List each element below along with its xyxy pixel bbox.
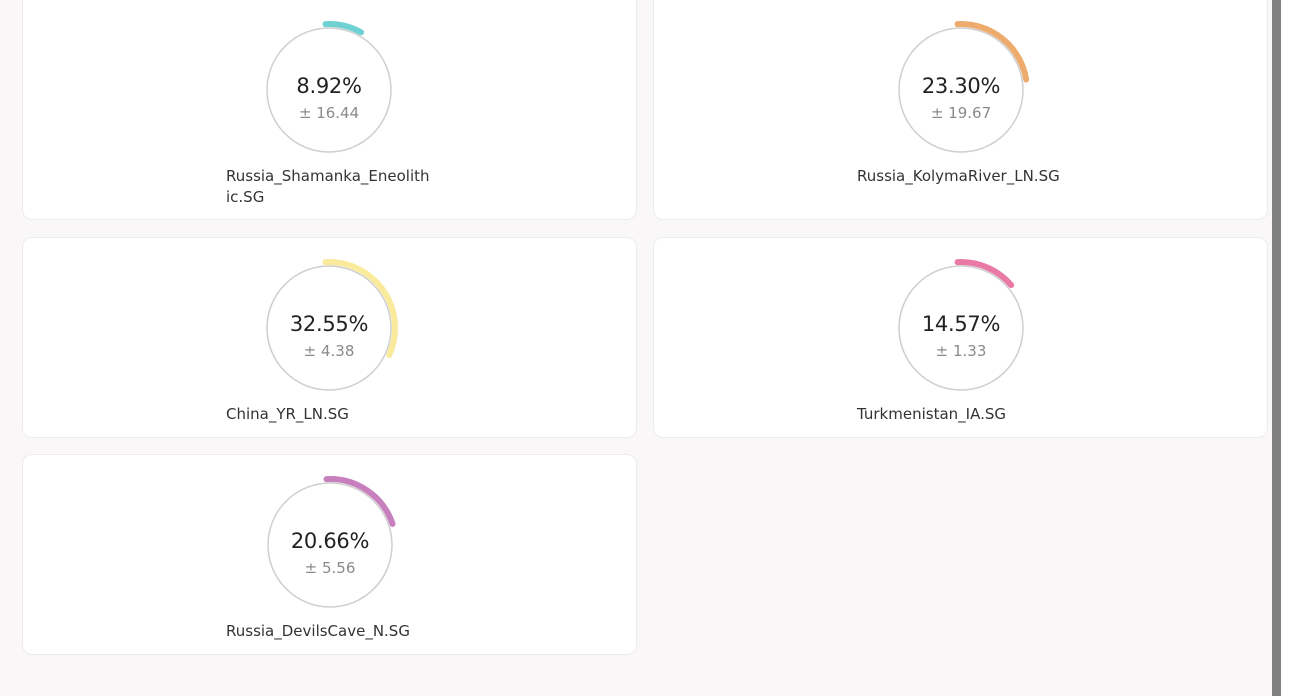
gauge-chart (266, 21, 392, 153)
population-name: Russia_DevilsCave_N.SG (226, 622, 410, 640)
gauge-arc (322, 259, 398, 359)
error-margin: ± 5.56 (304, 559, 356, 577)
population-card: 14.57% ± 1.33 Turkmenistan_IA.SG (653, 237, 1268, 438)
percentage-value: 23.30% (921, 74, 1001, 98)
percentage-value: 20.66% (290, 529, 370, 553)
error-margin: ± 4.38 (303, 342, 355, 360)
gauge-track (898, 265, 1024, 391)
error-margin: ± 16.44 (298, 104, 360, 122)
gauge-chart (266, 259, 398, 391)
population-name: Russia_Shamanka_Eneolithic.SG (226, 167, 430, 206)
population-name: Russia_KolymaRiver_LN.SG (857, 167, 1060, 185)
population-card: 8.92% ± 16.44 Russia_Shamanka_Eneolithic… (22, 0, 637, 220)
percentage-value: 32.55% (289, 312, 369, 336)
population-card: 32.55% ± 4.38 China_YR_LN.SG (22, 237, 637, 438)
percentage-gauge: 20.66% ± 5.56 (260, 475, 400, 615)
scrollbar-thumb[interactable] (1272, 0, 1281, 696)
vertical-scrollbar[interactable] (1272, 0, 1290, 696)
gauge-track (266, 265, 392, 391)
gauge-chart (898, 21, 1030, 153)
population-card: 20.66% ± 5.56 Russia_DevilsCave_N.SG (22, 454, 637, 655)
percentage-value: 14.57% (921, 312, 1001, 336)
gauge-chart (267, 476, 396, 608)
population-card: 23.30% ± 19.67 Russia_KolymaRiver_LN.SG (653, 0, 1268, 220)
percentage-gauge: 32.55% ± 4.38 (259, 258, 399, 398)
gauge-track (898, 27, 1024, 153)
gauge-arc (954, 259, 1015, 289)
error-margin: ± 1.33 (935, 342, 987, 360)
population-name: Turkmenistan_IA.SG (857, 405, 1006, 423)
gauge-arc (322, 21, 365, 36)
percentage-gauge: 23.30% ± 19.67 (891, 20, 1031, 160)
percentage-gauge: 14.57% ± 1.33 (891, 258, 1031, 398)
gauge-arc (323, 476, 396, 527)
gauge-chart (898, 259, 1024, 391)
gauge-track (267, 482, 393, 608)
percentage-gauge: 8.92% ± 16.44 (259, 20, 399, 160)
percentage-value: 8.92% (296, 74, 362, 98)
population-name: China_YR_LN.SG (226, 405, 349, 423)
error-margin: ± 19.67 (930, 104, 992, 122)
gauge-track (266, 27, 392, 153)
gauge-arc (954, 21, 1030, 83)
